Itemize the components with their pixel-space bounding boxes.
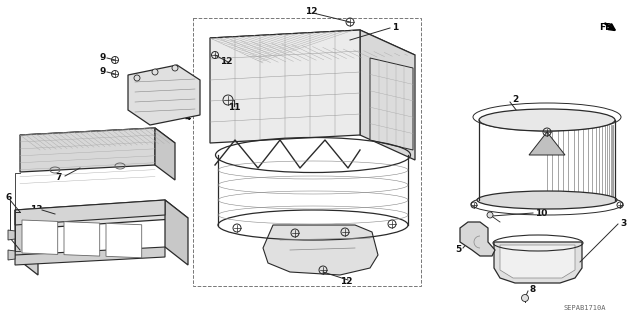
Polygon shape	[263, 225, 378, 275]
Text: 11: 11	[228, 103, 241, 113]
Polygon shape	[106, 223, 141, 258]
Text: 10: 10	[535, 209, 547, 218]
Polygon shape	[165, 200, 188, 265]
Text: 9: 9	[99, 54, 106, 63]
Text: 6: 6	[6, 194, 12, 203]
Text: 4: 4	[185, 114, 191, 122]
Polygon shape	[64, 222, 100, 256]
Text: 5: 5	[455, 246, 461, 255]
Polygon shape	[529, 132, 565, 155]
Text: 3: 3	[620, 219, 627, 227]
Polygon shape	[155, 128, 175, 180]
Circle shape	[172, 65, 178, 71]
Polygon shape	[15, 200, 165, 225]
Text: 12: 12	[220, 57, 232, 66]
Text: 8: 8	[530, 286, 536, 294]
Text: 9: 9	[99, 68, 106, 77]
Text: 7: 7	[55, 173, 61, 182]
Ellipse shape	[479, 109, 615, 131]
Polygon shape	[8, 250, 15, 260]
Polygon shape	[15, 200, 188, 228]
Text: 13: 13	[30, 205, 42, 214]
Polygon shape	[360, 30, 415, 160]
Polygon shape	[494, 242, 582, 283]
Ellipse shape	[477, 191, 617, 209]
Text: FR.: FR.	[599, 24, 616, 33]
Polygon shape	[20, 128, 155, 172]
Bar	[193, 18, 421, 286]
Polygon shape	[460, 222, 495, 256]
Text: 2: 2	[512, 95, 518, 105]
Polygon shape	[15, 210, 38, 275]
Text: 1: 1	[392, 23, 398, 32]
Polygon shape	[22, 220, 58, 255]
Polygon shape	[500, 245, 575, 278]
Circle shape	[487, 212, 493, 218]
Polygon shape	[8, 230, 15, 240]
Polygon shape	[20, 128, 175, 150]
Text: 12: 12	[305, 8, 317, 17]
Circle shape	[522, 294, 529, 301]
Polygon shape	[128, 65, 200, 125]
Circle shape	[152, 69, 158, 75]
Circle shape	[134, 75, 140, 81]
Polygon shape	[210, 30, 415, 63]
Polygon shape	[210, 30, 360, 143]
Text: 12: 12	[340, 278, 353, 286]
Polygon shape	[370, 58, 413, 150]
Text: SEPAB1710A: SEPAB1710A	[564, 305, 606, 311]
Polygon shape	[15, 247, 165, 265]
